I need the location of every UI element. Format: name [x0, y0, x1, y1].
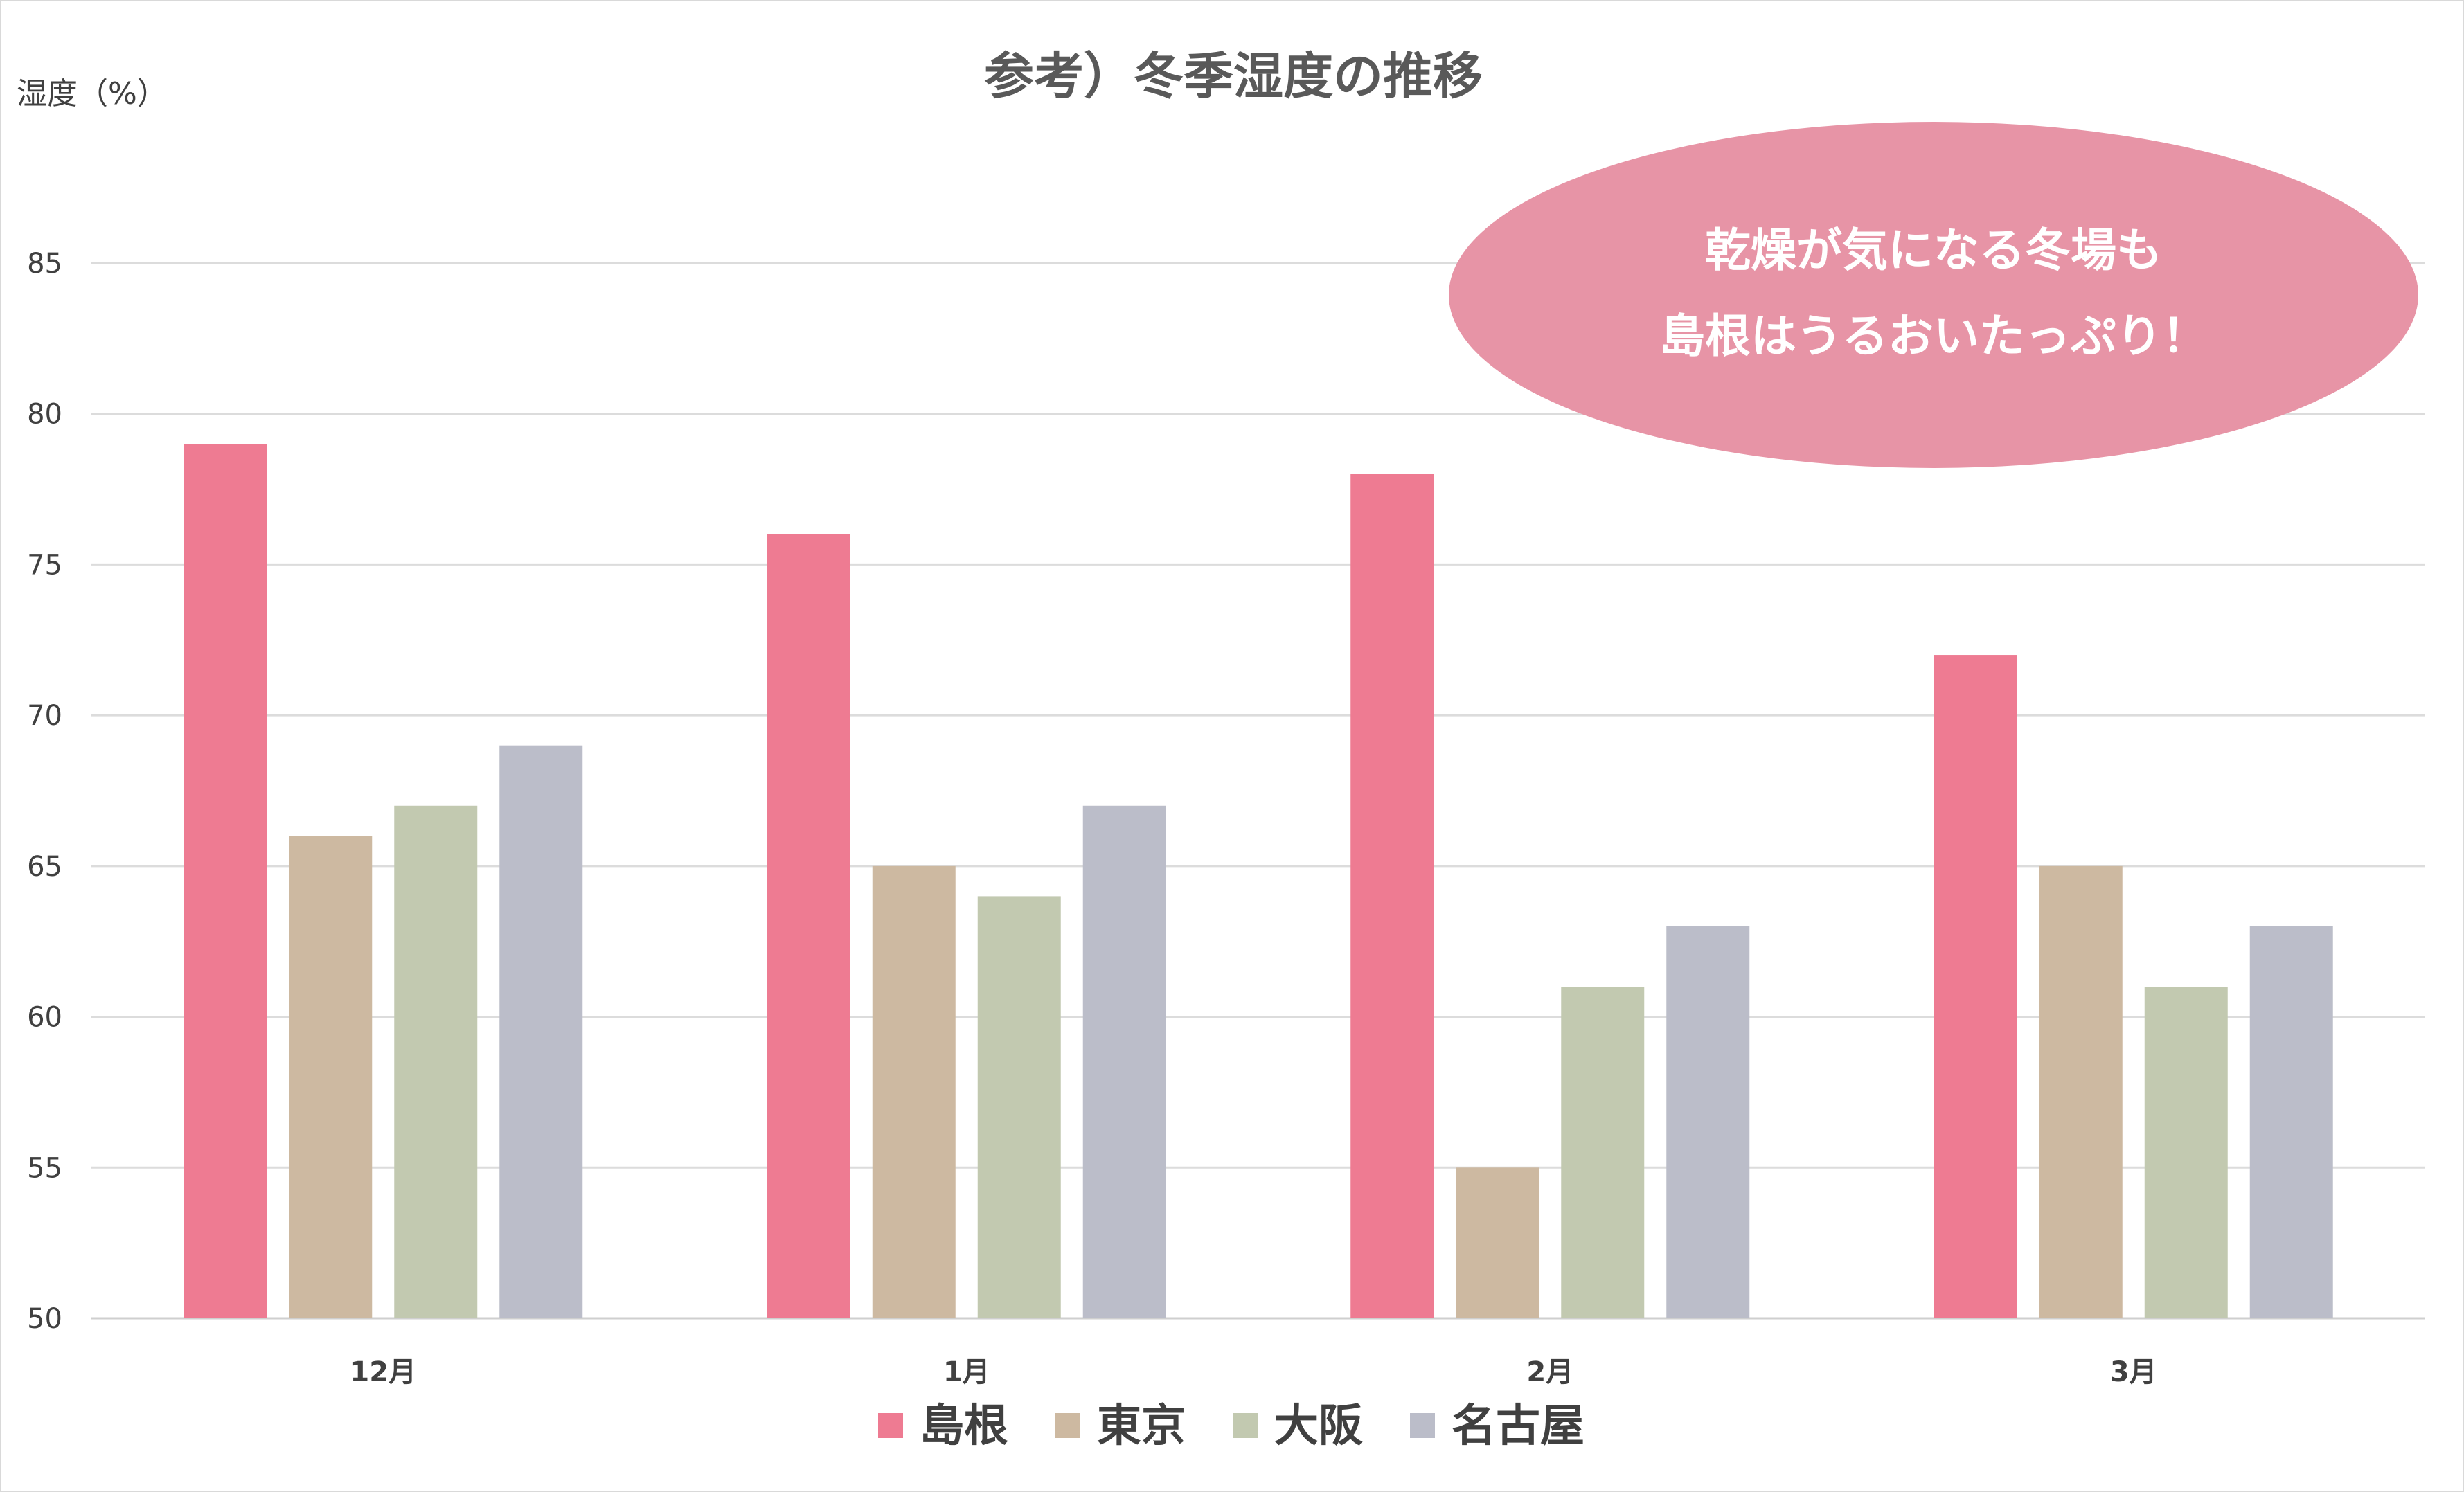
bar-3-3	[2249, 926, 2333, 1318]
y-tick-label: 80	[27, 399, 62, 431]
bar-1-2	[1456, 1167, 1539, 1318]
bar-0-0	[184, 444, 267, 1319]
x-tick-label: 12月	[350, 1356, 416, 1388]
callout-text-line: 乾燥が気になる冬場も	[1705, 224, 2162, 277]
callout-text-line: 島根はうるおいたっぷり！	[1659, 309, 2208, 363]
legend-label: 島根	[920, 1401, 1008, 1452]
y-tick-label: 70	[27, 700, 62, 732]
legend: 島根 東京 大阪 名古屋	[878, 1401, 1584, 1452]
x-tick-label: 2月	[1526, 1356, 1573, 1388]
y-axis-label: 湿度（%）	[17, 76, 168, 111]
bar-2-2	[1561, 987, 1645, 1318]
bar-0-1	[767, 534, 850, 1318]
bar-0-3	[1934, 655, 2017, 1318]
y-tick-label: 85	[27, 248, 62, 280]
chart-title: 参考）冬季湿度の推移	[984, 47, 1483, 105]
x-tick-labels: 12月 1月 2月 3月	[350, 1356, 2157, 1388]
y-tick-label: 65	[27, 851, 62, 883]
gridlines	[91, 262, 2425, 1320]
bar-1-0	[289, 836, 373, 1318]
bar-2-3	[2144, 987, 2228, 1318]
bar-3-1	[1082, 805, 1166, 1318]
bar-3-2	[1666, 926, 1750, 1318]
x-tick-label: 3月	[2110, 1356, 2157, 1388]
y-tick-label: 60	[27, 1002, 62, 1034]
legend-swatch	[1233, 1413, 1258, 1438]
bar-1-1	[872, 865, 956, 1318]
bar-0-2	[1350, 474, 1434, 1318]
bar-1-3	[2039, 865, 2123, 1318]
callout-ellipse	[1449, 122, 2418, 468]
bars	[184, 444, 2333, 1319]
legend-swatch	[1055, 1413, 1080, 1438]
legend-label: 大阪	[1274, 1401, 1363, 1452]
x-tick-label: 1月	[943, 1356, 990, 1388]
legend-swatch	[1410, 1413, 1435, 1438]
legend-swatch	[878, 1413, 903, 1438]
y-tick-label: 55	[27, 1152, 62, 1184]
bar-2-0	[394, 805, 478, 1318]
legend-label: 名古屋	[1452, 1401, 1584, 1452]
legend-label: 東京	[1097, 1401, 1186, 1452]
bar-2-1	[977, 896, 1061, 1318]
y-tick-label: 75	[27, 549, 62, 581]
y-tick-label: 50	[27, 1303, 62, 1335]
y-tick-labels: 50 55 60 65 70 75 80 85	[27, 248, 62, 1335]
bar-3-0	[499, 745, 583, 1318]
